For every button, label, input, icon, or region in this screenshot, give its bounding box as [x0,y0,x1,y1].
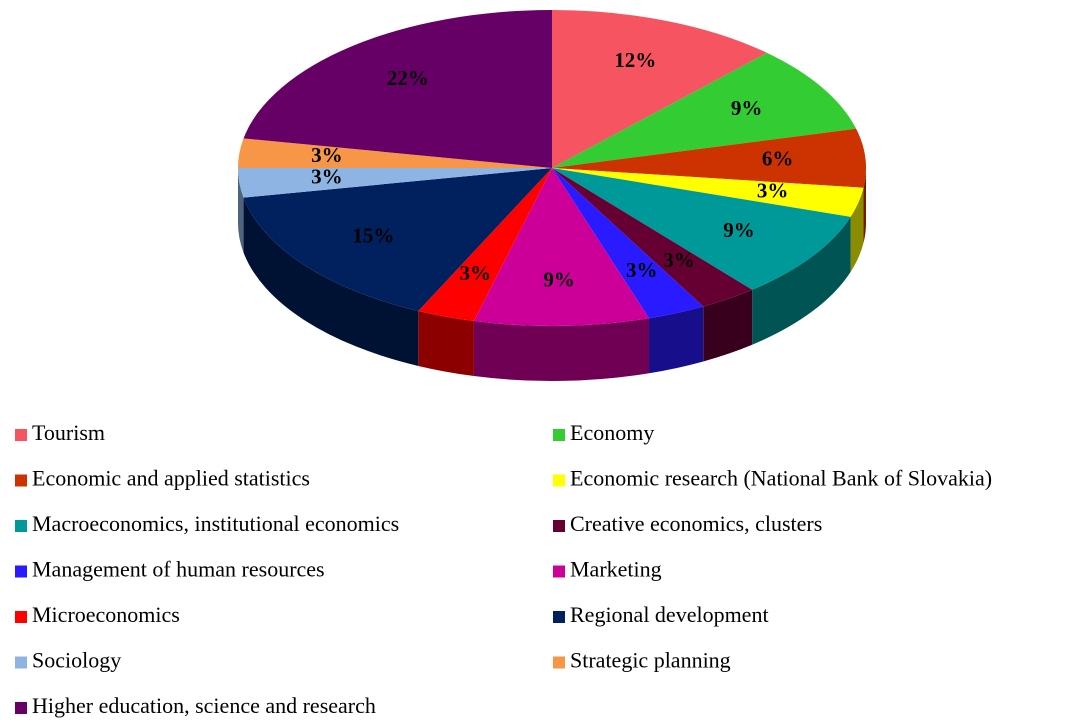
data-label: 3% [663,248,695,272]
legend-swatch [15,429,27,441]
data-label: 9% [543,268,575,292]
data-label: 6% [762,147,794,171]
pie-slice [243,168,552,311]
data-label: 22% [387,66,429,90]
legend-label: Macroeconomics, institutional economics [32,511,399,536]
data-label: 9% [723,218,755,242]
pie-slice-side [649,306,704,374]
pie-slice-side [243,197,419,366]
pie-slice [473,168,650,326]
legend-swatch [15,611,27,623]
pie-slice [238,138,552,168]
pie-slice [418,168,552,322]
legend-label: Tourism [32,420,105,445]
legend-swatch [553,656,565,669]
pie-slice [552,168,851,290]
pie-slice [243,10,552,168]
legend-label: Sociology [32,648,121,673]
legend-swatch [553,611,565,623]
legend-swatch [553,520,565,532]
legend-label: Management of human resources [32,557,325,582]
legend-label: Economy [570,420,654,445]
pie-slice-side [418,310,474,377]
legend-label: Regional development [570,602,769,627]
legend-label: Strategic planning [570,648,731,673]
pie-slice [552,168,864,217]
legend-swatch [553,429,565,441]
legend-label: Economic research (National Bank of Slov… [570,466,992,491]
data-label: 12% [614,48,656,72]
pie-slice [552,128,866,188]
pie-slice-side [703,289,753,362]
legend-label: Higher education, science and research [32,693,376,718]
pie-slice-side [863,168,867,243]
pie-slice-side [238,168,244,253]
pie-slice [552,52,857,169]
pie-slice [552,10,767,168]
pie-slice [238,168,552,198]
legend-label: Microeconomics [32,602,180,627]
data-label: 9% [731,96,763,120]
data-label: 15% [352,224,394,248]
pie-slice-side [850,187,864,272]
legend-swatch [553,565,565,578]
pie-slice-side [473,318,650,381]
pie-slice [552,168,704,319]
legend-swatch [15,520,27,532]
legend-swatch [15,474,27,487]
legend-label: Economic and applied statistics [32,466,310,491]
legend-label: Marketing [570,557,662,582]
data-label: 3% [311,165,343,189]
data-label: 3% [460,261,492,285]
data-label: 3% [626,258,658,282]
legend-swatch [15,702,27,714]
legend-swatch [553,474,565,487]
pie-slice-side [752,216,851,345]
pie-slice [552,168,753,307]
legend-swatch [15,565,27,578]
legend-swatch [15,656,27,669]
data-label: 3% [311,143,343,167]
data-label: 3% [757,179,789,203]
legend-label: Creative economics, clusters [570,511,822,536]
